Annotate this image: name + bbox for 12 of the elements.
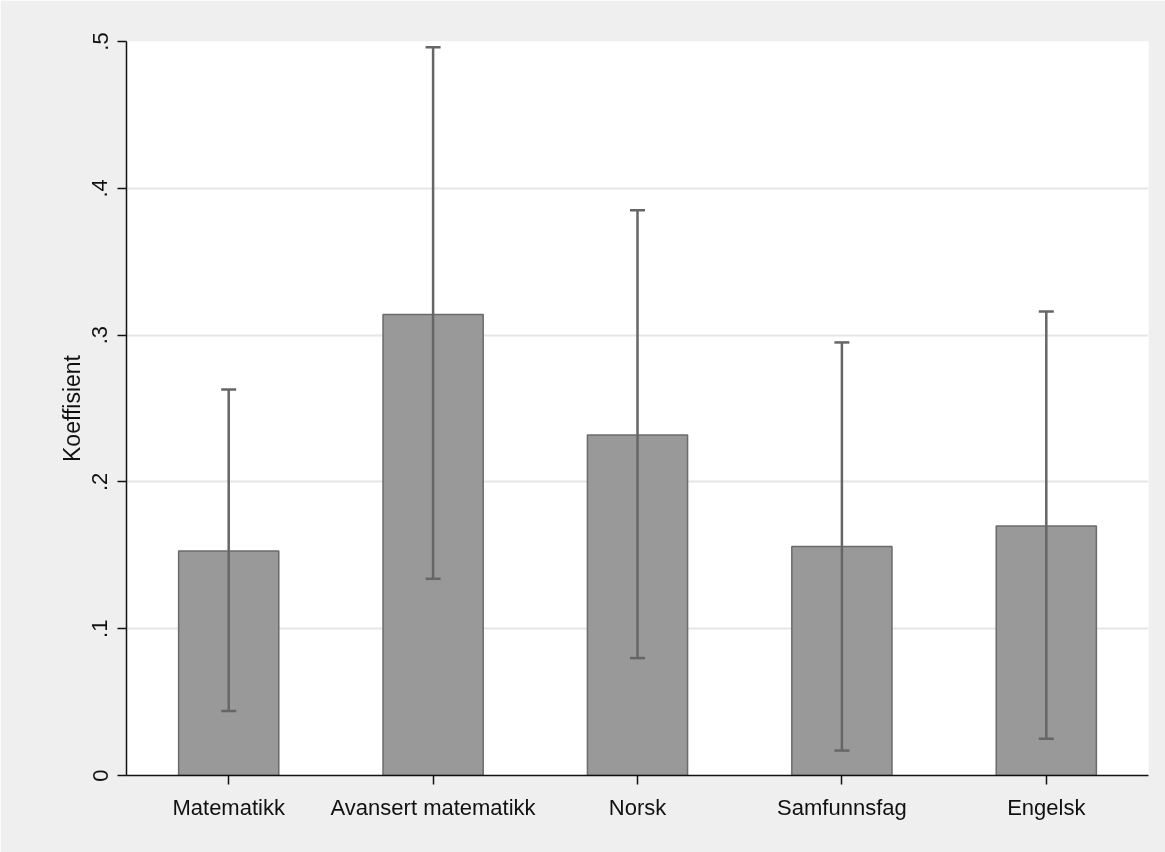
y-tick-label: .2 [87, 472, 113, 492]
y-tick-label: .4 [87, 179, 113, 198]
y-tick-label: .1 [87, 619, 113, 638]
x-tick-label: Matematikk [172, 794, 286, 820]
y-axis-title: Koeffisient [58, 354, 85, 462]
y-tick-label: .5 [87, 32, 113, 51]
y-tick-label: 0 [87, 769, 113, 782]
x-tick-label: Norsk [608, 794, 668, 820]
y-tick-label: .3 [87, 325, 113, 345]
x-tick-label: Avansert matematikk [330, 794, 537, 820]
x-tick-label: Engelsk [1007, 794, 1087, 820]
x-tick-label: Samfunnsfag [777, 794, 907, 820]
